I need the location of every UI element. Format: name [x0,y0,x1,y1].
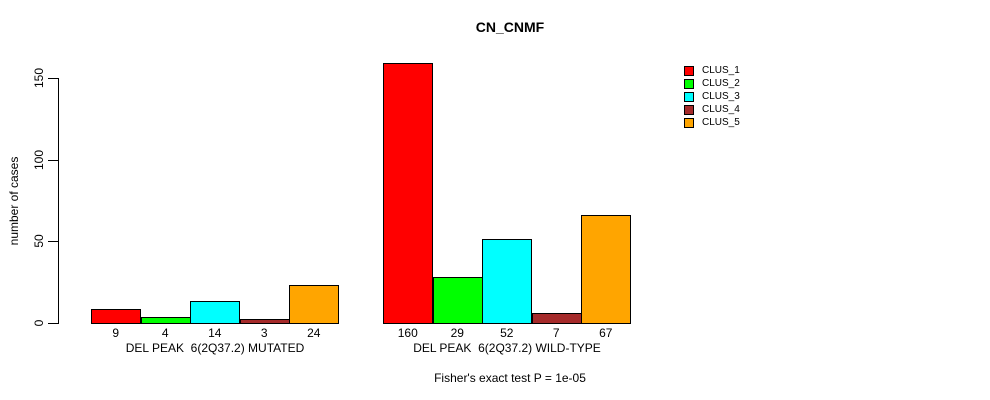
legend-swatch [684,78,694,89]
bar-clus_1-group1 [91,309,141,324]
bar-clus_1-group2 [383,63,433,324]
y-tick-label: 100 [32,149,46,171]
legend: CLUS_1 CLUS_2 CLUS_3 CLUS_4 CLUS_5 [684,64,740,129]
bar-value-label: 4 [161,326,169,340]
bar-value-label: 7 [552,326,560,340]
y-tick [48,241,59,242]
bar-clus_4-group2 [531,313,582,324]
chart-title: CN_CNMF [475,19,545,35]
bar-value-label: 160 [397,326,418,340]
y-axis-label: number of cases [7,156,21,246]
bar-clus_3-group2 [482,239,532,324]
legend-item-clus_4: CLUS_4 [684,103,740,116]
legend-item-clus_2: CLUS_2 [684,77,740,90]
bar-value-label: 24 [307,326,321,340]
legend-label: CLUS_1 [702,65,740,76]
bar-clus_5-group1 [289,285,339,324]
bar-clus_5-group2 [581,215,631,324]
legend-item-clus_1: CLUS_1 [684,64,740,77]
bar-value-label: 9 [112,326,120,340]
legend-swatch [684,91,694,102]
bar-clus_2-group2 [432,277,483,324]
legend-label: CLUS_2 [702,78,740,89]
legend-item-clus_3: CLUS_3 [684,90,740,103]
group-label-mutated: DEL PEAK 6(2Q37.2) MUTATED [125,341,305,355]
bar-value-label: 52 [500,326,514,340]
bar-clus_2-group1 [140,317,191,324]
y-tick-label: 150 [32,67,46,89]
bar-clus_3-group1 [190,301,240,324]
legend-label: CLUS_4 [702,104,740,115]
y-tick [48,323,59,324]
bar-value-label: 67 [599,326,613,340]
fisher-test-annotation: Fisher's exact test P = 1e-05 [434,371,586,385]
bar-value-label: 14 [208,326,222,340]
y-tick-label: 50 [32,234,46,248]
y-tick [48,160,59,161]
legend-swatch [684,104,694,115]
legend-label: CLUS_3 [702,91,740,102]
legend-swatch [684,65,694,76]
group-label-wild-type: DEL PEAK 6(2Q37.2) WILD-TYPE [413,341,601,355]
legend-item-clus_5: CLUS_5 [684,116,740,129]
legend-label: CLUS_5 [702,117,740,128]
y-tick-label: 0 [32,319,46,327]
bar-clus_4-group1 [239,319,290,324]
legend-swatch [684,117,694,128]
y-tick [48,78,59,79]
bar-value-label: 29 [450,326,464,340]
bar-value-label: 3 [260,326,268,340]
y-axis [58,78,59,323]
